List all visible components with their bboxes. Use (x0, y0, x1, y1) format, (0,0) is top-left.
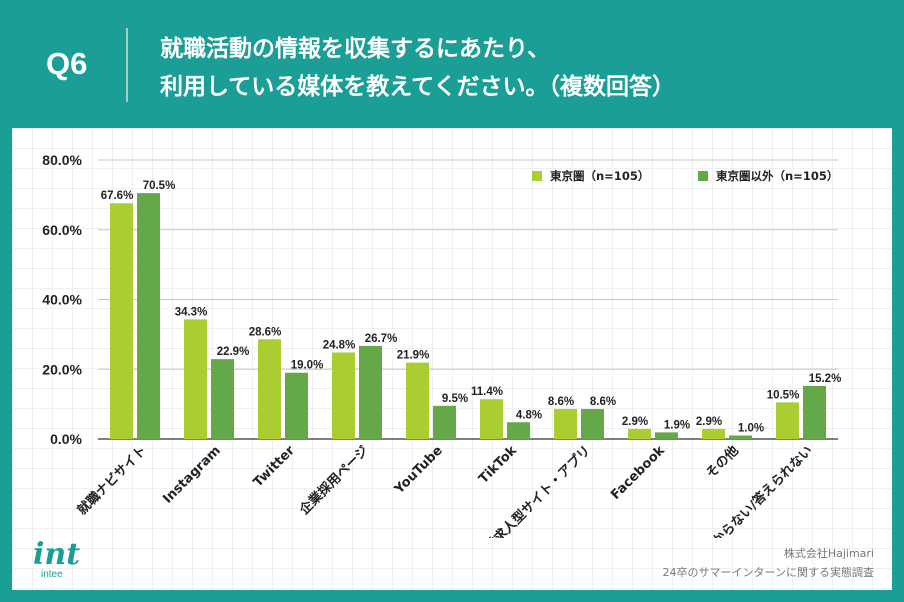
data-label: 1.0% (738, 423, 764, 435)
data-label: 10.5% (767, 389, 800, 401)
data-label: 19.0% (291, 360, 324, 372)
header: Q6 就職活動の情報を収集するにあたり、 利用している媒体を教えてください。（複… (0, 0, 904, 128)
bar-tokyo (258, 339, 281, 439)
bar-tokyo (332, 352, 355, 439)
legend-swatch (698, 171, 708, 181)
logo-subtext: intee (41, 569, 63, 580)
bar-tokyo (110, 203, 133, 439)
y-tick-label: 20.0% (42, 361, 82, 377)
bar-non-tokyo (803, 385, 826, 439)
question-number: Q6 (46, 46, 88, 81)
category-label: TikTok (476, 443, 520, 487)
category-label: Instagram (160, 443, 224, 507)
data-label: 9.5% (442, 393, 468, 405)
data-label: 8.6% (548, 396, 574, 408)
data-label: 8.6% (590, 396, 616, 408)
data-label: 21.9% (397, 350, 430, 362)
category-label: 就職ナビサイト (74, 443, 150, 519)
category-label: その他 (703, 443, 742, 482)
bar-non-tokyo (285, 372, 308, 439)
data-label: 24.8% (323, 340, 356, 352)
bar-non-tokyo (729, 435, 752, 439)
y-tick-label: 0.0% (50, 431, 82, 447)
page-title: 就職活動の情報を収集するにあたり、 利用している媒体を教えてください。（複数回答… (160, 30, 675, 106)
bar-non-tokyo (581, 409, 604, 439)
data-label: 67.6% (101, 190, 134, 202)
logo-text: int (33, 537, 81, 572)
data-label: 11.4% (471, 386, 503, 398)
survey-name: 24卒のサマーインターンに関する実態調査 (662, 566, 874, 579)
data-label: 28.6% (249, 326, 282, 338)
y-tick-label: 60.0% (42, 222, 82, 238)
bar-tokyo (406, 362, 429, 439)
header-divider (126, 28, 128, 102)
bar-non-tokyo (359, 345, 382, 439)
data-label: 34.3% (175, 306, 208, 318)
bar-non-tokyo (507, 422, 530, 439)
data-label: 70.5% (143, 180, 176, 192)
bar-tokyo (628, 428, 651, 439)
bar-non-tokyo (137, 193, 160, 439)
bar-tokyo (480, 399, 503, 439)
credit: 株式会社Hajimari 24卒のサマーインターンに関する実態調査 (663, 544, 874, 582)
y-tick-label: 40.0% (42, 292, 82, 308)
data-label: 2.9% (622, 416, 648, 428)
data-label: 1.9% (664, 419, 690, 431)
data-label: 15.2% (809, 373, 842, 385)
legend-label: 東京圏以外（n=105） (716, 169, 838, 183)
data-label: 26.7% (365, 333, 398, 345)
bar-non-tokyo (211, 359, 234, 439)
bar-tokyo (702, 428, 725, 439)
bar-tokyo (776, 402, 799, 439)
legend-label: 東京圏（n=105） (550, 169, 649, 183)
category-label: 企業採用ページ (296, 443, 372, 519)
bar-non-tokyo (433, 405, 456, 439)
category-label: YouTube (391, 443, 446, 498)
legend-swatch (532, 171, 542, 181)
category-label: Facebook (608, 443, 668, 503)
data-label: 22.9% (217, 346, 250, 358)
y-tick-label: 80.0% (42, 152, 82, 168)
intee-logo: int intee (33, 537, 81, 581)
company-name: 株式会社Hajimari (783, 547, 874, 560)
title-line-1: 就職活動の情報を収集するにあたり、 (160, 36, 551, 62)
bar-chart: 0.0% 20.0% 40.0% 60.0% 80.0% 67.6% 70.5% 就職ナビサイ… (42, 152, 842, 538)
bar-tokyo (554, 409, 577, 439)
data-label: 2.9% (696, 416, 722, 428)
category-label: Twitter (251, 443, 298, 490)
bar-non-tokyo (655, 432, 678, 439)
data-label: 4.8% (516, 409, 542, 421)
bar-tokyo (184, 319, 207, 439)
title-line-2: 利用している媒体を教えてください。（複数回答） (160, 74, 675, 100)
